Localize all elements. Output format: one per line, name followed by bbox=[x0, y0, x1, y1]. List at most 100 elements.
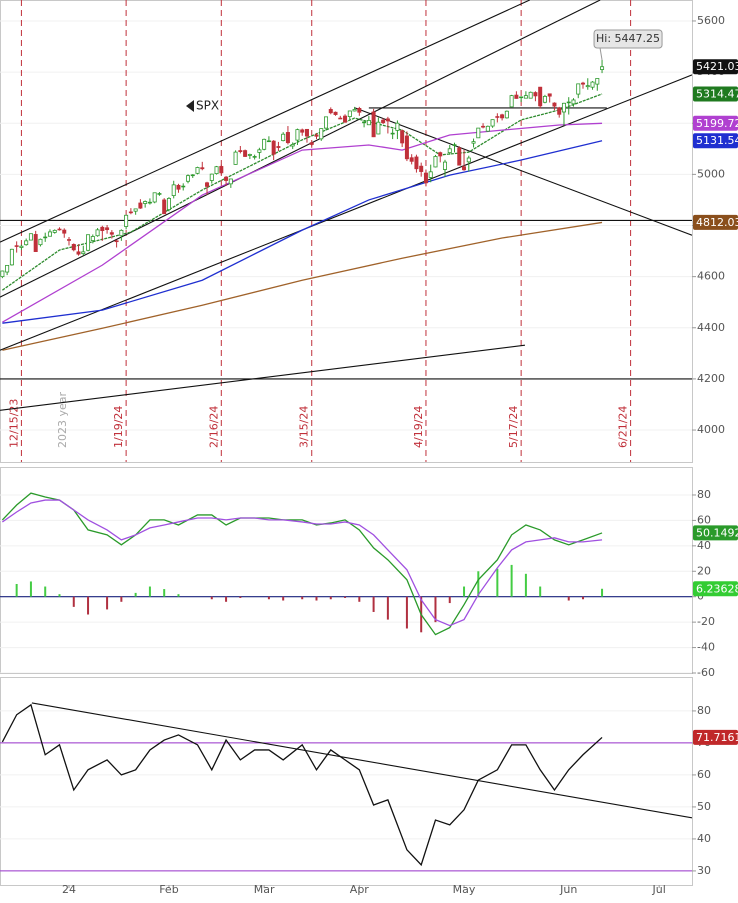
histogram-bar bbox=[177, 594, 180, 597]
value-badge-label: 5131.54 bbox=[696, 134, 738, 147]
candle-body bbox=[266, 140, 271, 143]
expiration-label: 1/19/24 bbox=[112, 406, 125, 448]
y-tick-label: 50 bbox=[697, 800, 711, 813]
candle-body bbox=[33, 234, 38, 252]
candle-body bbox=[476, 127, 481, 139]
y-tick-label: -40 bbox=[697, 641, 715, 654]
value-badge-label: 6.23628 bbox=[696, 582, 738, 595]
candle-body bbox=[357, 108, 362, 113]
histogram-bar bbox=[267, 596, 270, 600]
candle-body bbox=[309, 142, 314, 145]
y-tick-label: 60 bbox=[697, 768, 711, 781]
histogram-bar bbox=[386, 596, 389, 620]
candle-body bbox=[333, 111, 338, 115]
histogram-bar bbox=[106, 596, 109, 610]
candle-body bbox=[561, 102, 566, 113]
oscillator-plot bbox=[0, 492, 692, 673]
expiration-label: 3/15/24 bbox=[298, 406, 311, 448]
candle-body bbox=[114, 240, 119, 243]
candle-body bbox=[181, 185, 186, 188]
candle-body bbox=[328, 109, 333, 114]
candle-body bbox=[595, 78, 600, 85]
trend-line bbox=[0, 74, 692, 351]
candle-body bbox=[566, 101, 571, 104]
candle-body bbox=[347, 110, 352, 117]
candle-body bbox=[271, 140, 276, 155]
value-badge-label: 50.1492 bbox=[696, 526, 738, 539]
candle-body bbox=[52, 229, 57, 233]
series-line bbox=[2, 221, 603, 351]
value-badge bbox=[693, 525, 738, 541]
candle-body bbox=[485, 125, 490, 132]
candle-body bbox=[447, 148, 452, 154]
candle-body bbox=[395, 122, 400, 131]
value-badge-label: 5199.72 bbox=[696, 117, 738, 130]
candle-body bbox=[124, 214, 129, 227]
histogram-bar bbox=[87, 596, 90, 615]
candle-body bbox=[300, 129, 305, 133]
candle-body bbox=[290, 144, 295, 147]
candle-body bbox=[362, 121, 367, 124]
candle-body bbox=[190, 174, 195, 177]
candle-body bbox=[24, 240, 29, 246]
y-tick-label: -60 bbox=[697, 666, 715, 679]
x-tick-label: Apr bbox=[350, 883, 370, 896]
candle-body bbox=[166, 198, 171, 211]
candle-body bbox=[224, 176, 229, 181]
expiration-label: 6/21/24 bbox=[617, 406, 630, 448]
histogram-bar bbox=[282, 596, 285, 601]
candle-body bbox=[28, 233, 33, 241]
histogram-bar bbox=[567, 596, 570, 601]
candle-body bbox=[490, 119, 495, 127]
y-tick-label: 30 bbox=[697, 864, 711, 877]
candle-body bbox=[276, 146, 281, 148]
histogram-bar bbox=[372, 596, 375, 612]
candle-body bbox=[209, 173, 214, 181]
histogram-bar bbox=[134, 592, 137, 597]
symbol-label: SPX bbox=[196, 99, 219, 113]
high-callout-label: Hi: 5447.25 bbox=[596, 32, 660, 45]
y-tick-label: 80 bbox=[697, 704, 711, 717]
candle-body bbox=[214, 166, 219, 175]
high-callout-box bbox=[593, 29, 663, 49]
value-badge-label: 5314.47 bbox=[696, 87, 738, 100]
value-badge bbox=[693, 581, 738, 597]
candle-body bbox=[542, 95, 547, 103]
histogram-bar bbox=[120, 596, 123, 602]
candle-body bbox=[152, 192, 157, 203]
histogram-bar bbox=[210, 596, 213, 600]
y-tick-label: 4400 bbox=[697, 321, 725, 334]
candle-body bbox=[581, 82, 586, 85]
x-tick-label: Jul bbox=[652, 883, 666, 896]
candle-body bbox=[457, 147, 462, 166]
candle-body bbox=[442, 161, 447, 170]
histogram-bar bbox=[148, 586, 151, 597]
histogram-bar bbox=[405, 596, 408, 629]
candle-body bbox=[262, 138, 267, 150]
expiration-label: 4/19/24 bbox=[412, 406, 425, 448]
y-tick-label: 5600 bbox=[697, 14, 725, 27]
expiration-label: 2/16/24 bbox=[207, 406, 220, 448]
histogram-bar bbox=[601, 588, 604, 597]
histogram-bar bbox=[463, 586, 466, 597]
candle-body bbox=[43, 236, 48, 239]
series-line bbox=[2, 93, 603, 291]
candle-body bbox=[162, 199, 167, 215]
year-label: 2023 year bbox=[56, 391, 69, 448]
candle-body bbox=[9, 248, 14, 266]
candle-body bbox=[71, 244, 76, 251]
series-line bbox=[1, 492, 603, 636]
histogram-bar bbox=[329, 596, 332, 600]
candle-body bbox=[62, 229, 67, 234]
value-badge bbox=[693, 59, 738, 75]
rsi-plot bbox=[0, 702, 692, 872]
candle-body bbox=[438, 152, 443, 157]
y-tick-label: 60 bbox=[697, 513, 711, 526]
candle-body bbox=[452, 144, 457, 146]
candle-body bbox=[171, 184, 176, 196]
histogram-bar bbox=[496, 568, 499, 597]
x-tick-label: May bbox=[453, 883, 476, 896]
x-tick-label: Mar bbox=[254, 883, 275, 896]
value-badge bbox=[693, 729, 738, 745]
